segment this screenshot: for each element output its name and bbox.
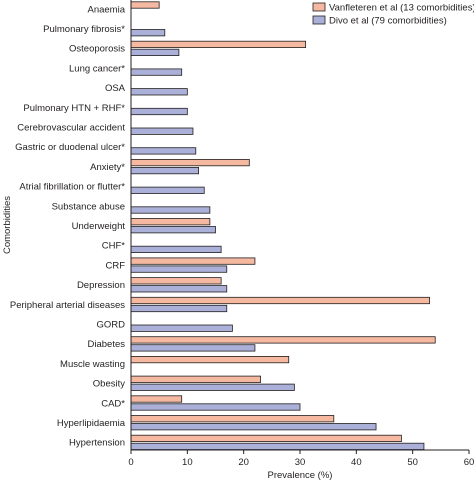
category-label-obesity: Obesity <box>93 379 125 390</box>
category-label-cerebrovascular-accident: Cerebrovascular accident <box>17 123 125 134</box>
x-axis-ticks: 0 10 20 30 40 50 60 <box>128 450 474 468</box>
x-tick-label-40: 40 <box>351 457 362 468</box>
bar-vanfleteren-osteoporosis <box>130 40 307 49</box>
bar-vanfleteren-hypertension <box>130 434 402 443</box>
category-label-osteoporosis: Osteoporosis <box>69 44 125 55</box>
bar-divo-obesity <box>130 383 295 391</box>
category-label-underweight: Underweight <box>72 221 126 232</box>
legend: Vanfleteren et al (13 comorbidities) Div… <box>312 2 474 27</box>
bar-divo-crf <box>130 265 228 273</box>
bar-divo-peripheral-arterial-diseases <box>130 304 228 313</box>
category-label-anxiety: Anxiety* <box>90 162 125 173</box>
x-tick-label-20: 20 <box>238 457 249 468</box>
bar-divo-depression <box>130 285 228 293</box>
category-label-depression: Depression <box>77 280 125 291</box>
category-label-muscle-wasting: Muscle wasting <box>60 359 125 370</box>
bar-vanfleteren-muscle-wasting <box>130 355 290 364</box>
category-label-hypertension: Hypertension <box>69 438 125 449</box>
bar-divo-hypertension <box>130 442 425 451</box>
bar-vanfleteren-underweight <box>130 218 211 226</box>
category-label-anaemia: Anaemia <box>88 4 126 15</box>
category-label-gastric-or-duodenal-ulcer: Gastric or duodenal ulcer* <box>15 142 125 153</box>
bar-vanfleteren-obesity <box>130 375 261 383</box>
category-label-pulmonary-fibrosis: Pulmonary fibrosis* <box>43 24 125 35</box>
legend-label-divo: Divo et al (79 comorbidities) <box>329 16 447 27</box>
bar-divo-hyperlipidaemia <box>130 423 377 431</box>
x-tick-label-50: 50 <box>407 457 418 468</box>
bar-divo-chf <box>130 245 222 253</box>
legend-label-vanfleteren: Vanfleteren et al (13 comorbidities) <box>329 3 474 14</box>
category-labels: Anaemia Pulmonary fibrosis* Osteoporosis Lu… <box>10 4 126 448</box>
bar-vanfleteren-diabetes <box>130 336 436 344</box>
bar-vanfleteren-peripheral-arterial-diseases <box>130 296 430 305</box>
category-label-substance-abuse: Substance abuse <box>52 201 125 212</box>
x-tick-label-0: 0 <box>128 457 133 468</box>
bar-divo-substance-abuse <box>130 206 211 214</box>
bar-divo-osa <box>130 88 188 96</box>
bar-divo-gastric-or-duodenal-ulcer <box>130 147 197 155</box>
bar-vanfleteren-anxiety <box>130 158 250 167</box>
bar-divo-underweight <box>130 226 216 234</box>
category-label-atrial-fibrillation-or-flutter: Atrial fibrillation or flutter* <box>19 182 125 193</box>
x-tick-label-30: 30 <box>295 457 306 468</box>
category-label-gord: GORD <box>97 320 126 331</box>
legend-swatch-divo <box>312 15 326 25</box>
category-label-crf: CRF <box>105 260 125 271</box>
bar-divo-anxiety <box>130 166 199 175</box>
y-axis-title: Comorbidities <box>2 196 13 254</box>
bar-vanfleteren-hyperlipidaemia <box>130 415 335 423</box>
bar-vanfleteren-crf <box>130 257 256 265</box>
bar-divo-atrial-fibrillation-or-flutter <box>130 186 205 194</box>
legend-swatch-vanfleteren <box>312 2 326 12</box>
category-label-cad: CAD* <box>101 398 125 409</box>
bar-divo-osteoporosis <box>130 48 180 57</box>
category-label-lung-cancer: Lung cancer* <box>69 63 125 74</box>
category-label-osa: OSA <box>105 83 126 94</box>
bars-layer <box>130 1 436 451</box>
x-tick-label-10: 10 <box>182 457 193 468</box>
x-tick-label-60: 60 <box>464 457 474 468</box>
bar-divo-gord <box>130 324 233 332</box>
bar-divo-lung-cancer <box>130 68 183 76</box>
bar-divo-diabetes <box>130 344 256 352</box>
bar-vanfleteren-depression <box>130 277 222 285</box>
category-label-peripheral-arterial-diseases: Peripheral arterial diseases <box>10 300 125 311</box>
category-label-chf: CHF* <box>102 241 126 252</box>
bar-vanfleteren-cad <box>130 395 183 403</box>
bar-vanfleteren-anaemia <box>130 1 160 9</box>
x-axis-title: Prevalence (%) <box>268 470 333 481</box>
category-label-diabetes: Diabetes <box>88 339 126 350</box>
bar-divo-pulmonary-fibrosis <box>130 29 166 37</box>
bar-divo-cerebrovascular-accident <box>130 127 194 135</box>
category-label-hyperlipidaemia: Hyperlipidaemia <box>57 418 126 429</box>
category-label-pulmonary-htn-rhf: Pulmonary HTN + RHF* <box>23 103 125 114</box>
bar-divo-pulmonary-htn-rhf <box>130 107 188 116</box>
bar-divo-cad <box>130 403 301 411</box>
